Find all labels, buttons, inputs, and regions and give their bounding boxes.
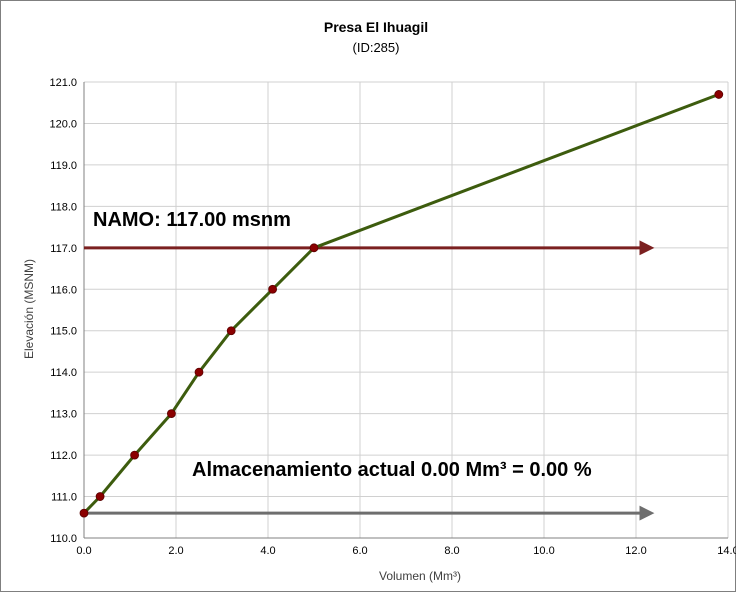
- x-axis-title: Volumen (Mm³): [379, 569, 461, 583]
- reference-line-label: NAMO: 117.00 msnm: [93, 209, 291, 231]
- x-tick-label: 10.0: [533, 545, 554, 557]
- x-tick-label: 8.0: [444, 545, 459, 557]
- y-tick-label: 113.0: [50, 409, 77, 421]
- y-tick-label: 119.0: [50, 160, 77, 172]
- reference-line-label: Almacenamiento actual 0.00 Mm³ = 0.00 %: [192, 459, 592, 481]
- y-tick-label: 110.0: [50, 533, 77, 545]
- data-point-marker: [194, 367, 204, 377]
- y-tick-label: 115.0: [50, 326, 77, 338]
- series-layer: [79, 90, 724, 518]
- data-point-marker: [226, 326, 236, 336]
- x-tick-label: 14.0: [717, 545, 736, 557]
- reference-lines: NAMO: 117.00 msnm Almacenamiento actual 0…: [84, 209, 655, 521]
- x-tick-label: 4.0: [260, 545, 275, 557]
- y-axis-title: Elevación (MSNM): [22, 259, 36, 359]
- x-tick-label: 12.0: [625, 545, 646, 557]
- y-tick-label: 120.0: [49, 118, 77, 130]
- y-tick-label: 116.0: [50, 284, 77, 296]
- x-tick-label: 0.0: [76, 545, 91, 557]
- series-line: [82, 92, 720, 515]
- chart-subtitle: (ID:285): [353, 40, 400, 55]
- x-tick-label: 6.0: [352, 545, 367, 557]
- chart-title: Presa El Ihuagil: [324, 19, 428, 35]
- y-tick-label: 118.0: [50, 201, 77, 213]
- data-point-marker: [95, 492, 105, 501]
- data-point-marker: [309, 243, 319, 253]
- y-tick-labels: 110.0 111.0 112.0 113.0 114.0 115.0 116.0 117.0…: [49, 77, 77, 545]
- y-tick-label: 121.0: [49, 77, 77, 89]
- y-tick-label: 112.0: [50, 450, 77, 462]
- data-point-marker: [130, 450, 140, 460]
- y-tick-label: 111.0: [51, 492, 77, 504]
- y-tick-label: 117.0: [50, 243, 77, 255]
- axes: [83, 82, 728, 539]
- data-point-marker: [166, 409, 176, 419]
- x-tick-label: 2.0: [168, 545, 183, 557]
- data-point-marker: [268, 284, 278, 294]
- x-tick-labels: 0.0 2.0 4.0 6.0 8.0 10.0 12.0 14.0: [76, 545, 736, 557]
- data-point-marker: [714, 90, 724, 99]
- y-tick-label: 114.0: [50, 367, 77, 379]
- data-point-marker: [79, 508, 89, 518]
